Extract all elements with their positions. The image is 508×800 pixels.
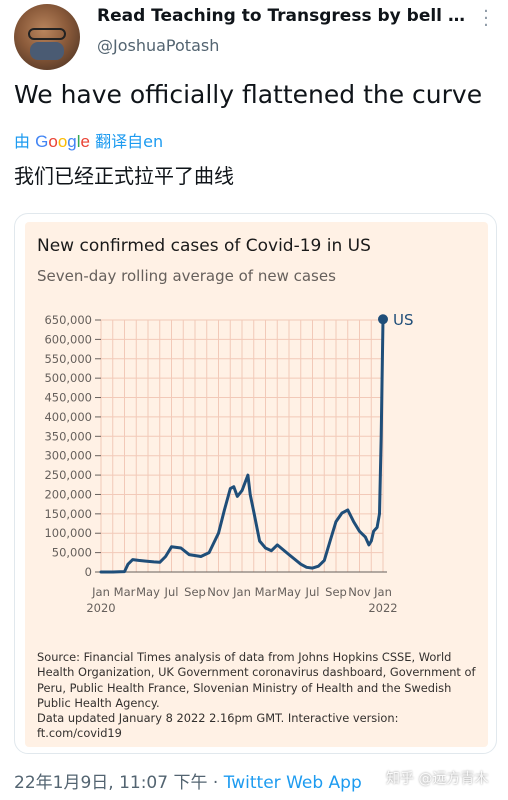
x-tick-label: Mar <box>114 585 136 599</box>
avatar-mask <box>30 42 64 60</box>
y-tick-label: 550,000 <box>44 352 92 366</box>
x-tick-label: Jul <box>305 585 320 599</box>
x-tick-label: May <box>136 585 160 599</box>
x-tick-label: May <box>277 585 301 599</box>
translation-attribution[interactable]: 由 Google 翻译自en <box>14 128 163 152</box>
chart-plot: 0 50,000 100,000 150,000 200,000 250,000 300,0… <box>25 222 488 642</box>
y-tick-label: 600,000 <box>44 332 92 346</box>
chart-panel: New confirmed cases of Covid-19 in US Se… <box>25 222 488 747</box>
tweet-text: We have officially flattened the curve <box>14 80 482 109</box>
source-text: Source: Financial Times analysis of data… <box>37 650 483 711</box>
display-name[interactable]: Read Teaching to Transgress by bell h... <box>97 6 469 26</box>
user-handle[interactable]: @JoshuaPotash <box>97 36 219 55</box>
x-tick-label: Sep <box>325 585 347 599</box>
media-card[interactable]: New confirmed cases of Covid-19 in US Se… <box>14 213 497 754</box>
y-tick-label: 500,000 <box>44 371 92 385</box>
y-tick-label: 450,000 <box>44 391 92 405</box>
x-tick-label: Mar <box>255 585 277 599</box>
series-label-us: US <box>393 311 414 329</box>
y-tick-label: 50,000 <box>52 546 92 560</box>
source-updated: Data updated January 8 2022 2.16pm GMT. … <box>37 711 483 726</box>
google-logo: Google <box>35 132 90 151</box>
x-year-label: 2022 <box>368 601 397 615</box>
tweet-footer: 22年1月9日, 11:07 下午 · Twitter Web App <box>14 768 362 793</box>
timestamp[interactable]: 22年1月9日, 11:07 下午 · <box>14 773 224 793</box>
x-tick-label: Nov <box>207 585 230 599</box>
avatar-glasses <box>28 28 66 40</box>
translate-prefix: 由 <box>14 132 30 151</box>
x-tick-label: Jan <box>232 585 251 599</box>
x-tick-label: Jul <box>164 585 179 599</box>
watermark: 知乎 @远方青木 <box>386 768 488 788</box>
x-tick-label: Jan <box>373 585 392 599</box>
chart-source: Source: Financial Times analysis of data… <box>37 650 483 742</box>
source-link[interactable]: ft.com/covid19 <box>37 726 483 741</box>
y-tick-label: 100,000 <box>44 526 92 540</box>
x-tick-label: Nov <box>348 585 371 599</box>
user-avatar[interactable] <box>14 4 80 70</box>
series-endpoint-us <box>378 314 388 324</box>
translated-text: 我们已经正式拉平了曲线 <box>14 160 234 189</box>
translate-suffix: 翻译自en <box>95 132 163 151</box>
y-tick-label: 0 <box>85 565 92 579</box>
y-tick-label: 300,000 <box>44 449 92 463</box>
y-tick-label: 400,000 <box>44 410 92 424</box>
y-tick-label: 350,000 <box>44 429 92 443</box>
x-tick-label: Jan <box>91 585 110 599</box>
more-icon[interactable]: · · · <box>478 8 494 30</box>
x-tick-label: Sep <box>184 585 206 599</box>
y-tick-label: 250,000 <box>44 468 92 482</box>
source-app-link[interactable]: Twitter Web App <box>224 773 362 793</box>
y-tick-label: 200,000 <box>44 487 92 501</box>
y-tick-label: 150,000 <box>44 507 92 521</box>
y-tick-label: 650,000 <box>44 313 92 327</box>
x-year-label: 2020 <box>86 601 115 615</box>
